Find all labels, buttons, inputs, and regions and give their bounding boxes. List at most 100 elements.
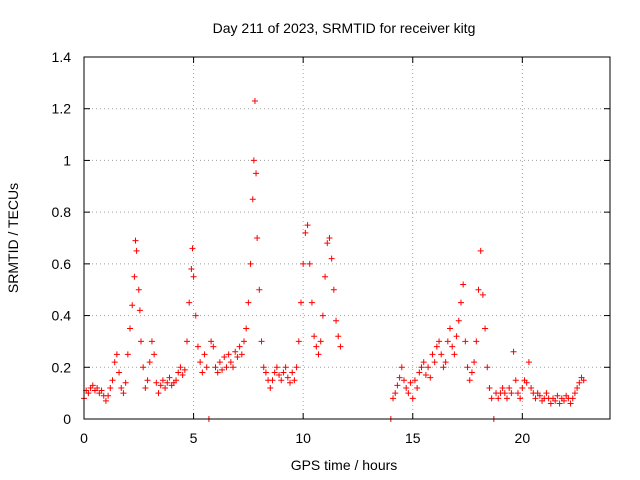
data-point xyxy=(210,343,217,350)
data-point xyxy=(405,390,412,397)
data-point xyxy=(571,390,578,397)
data-point xyxy=(177,364,184,371)
data-point xyxy=(569,395,576,402)
data-point xyxy=(418,364,425,371)
data-point xyxy=(519,384,526,391)
data-point xyxy=(181,366,188,373)
data-point xyxy=(547,400,554,407)
data-point xyxy=(236,343,243,350)
data-point xyxy=(212,364,219,371)
data-point xyxy=(468,369,475,376)
data-point xyxy=(258,338,265,345)
data-point xyxy=(438,351,445,358)
data-point xyxy=(414,384,421,391)
data-point xyxy=(105,392,112,399)
data-point xyxy=(190,273,197,280)
data-point xyxy=(276,372,283,379)
y-tick-label: 0.4 xyxy=(52,308,72,324)
data-point xyxy=(407,379,414,386)
data-point xyxy=(94,384,101,391)
data-point xyxy=(194,343,201,350)
data-point xyxy=(466,377,473,384)
x-axis-label: GPS time / hours xyxy=(291,457,398,473)
data-point xyxy=(135,286,142,293)
data-points xyxy=(81,97,587,422)
data-point xyxy=(457,299,464,306)
data-point xyxy=(444,338,451,345)
data-point xyxy=(411,377,418,384)
data-point xyxy=(473,338,480,345)
data-point xyxy=(425,364,432,371)
data-point xyxy=(506,384,513,391)
data-point xyxy=(335,333,342,340)
data-point xyxy=(295,338,302,345)
data-point xyxy=(512,377,519,384)
y-tick-label: 1.2 xyxy=(52,101,72,117)
data-point xyxy=(164,379,171,386)
data-point xyxy=(136,307,143,314)
data-point xyxy=(289,369,296,376)
data-point xyxy=(484,364,491,371)
data-point xyxy=(479,291,486,298)
data-point xyxy=(131,273,138,280)
data-point xyxy=(189,245,196,252)
data-point xyxy=(201,351,208,358)
data-point xyxy=(208,338,215,345)
data-point xyxy=(554,392,561,399)
data-point xyxy=(287,379,294,386)
data-point xyxy=(330,286,337,293)
data-point xyxy=(523,379,530,386)
data-point xyxy=(442,359,449,366)
data-point xyxy=(449,343,456,350)
data-point xyxy=(256,286,263,293)
data-point xyxy=(120,390,127,397)
data-point xyxy=(133,247,140,254)
data-point xyxy=(574,384,581,391)
data-point xyxy=(394,382,401,389)
y-tick-label: 0.6 xyxy=(52,256,72,272)
data-point xyxy=(306,260,313,267)
data-point xyxy=(576,379,583,386)
data-point xyxy=(111,359,118,366)
data-point xyxy=(98,387,105,394)
data-point xyxy=(251,97,258,104)
data-point xyxy=(184,338,191,345)
data-point xyxy=(250,157,257,164)
data-point xyxy=(192,312,199,319)
data-point xyxy=(567,400,574,407)
data-point xyxy=(116,369,123,376)
data-point xyxy=(175,369,182,376)
data-point xyxy=(188,266,195,273)
data-point xyxy=(324,240,331,247)
data-point xyxy=(433,343,440,350)
data-point xyxy=(262,369,269,376)
data-point xyxy=(109,377,116,384)
x-tick-label: 10 xyxy=(295,430,311,446)
data-point xyxy=(396,374,403,381)
data-point xyxy=(486,384,493,391)
data-point xyxy=(271,369,278,376)
y-tick-label: 0 xyxy=(63,411,71,427)
chart-title: Day 211 of 2023, SRMTID for receiver kit… xyxy=(213,20,476,36)
data-point xyxy=(510,348,517,355)
data-point xyxy=(508,390,515,397)
data-point xyxy=(501,390,508,397)
data-point xyxy=(216,359,223,366)
data-point xyxy=(127,325,134,332)
data-point xyxy=(416,369,423,376)
data-point xyxy=(440,364,447,371)
data-point xyxy=(475,286,482,293)
data-point xyxy=(214,369,221,376)
data-point xyxy=(118,384,125,391)
data-point xyxy=(462,338,469,345)
data-point xyxy=(232,348,239,355)
data-point xyxy=(173,377,180,384)
data-point xyxy=(278,377,285,384)
data-point xyxy=(122,379,129,386)
data-point xyxy=(234,353,241,360)
y-tick-label: 1 xyxy=(63,152,71,168)
data-point xyxy=(148,338,155,345)
data-point xyxy=(253,170,260,177)
data-point xyxy=(146,359,153,366)
